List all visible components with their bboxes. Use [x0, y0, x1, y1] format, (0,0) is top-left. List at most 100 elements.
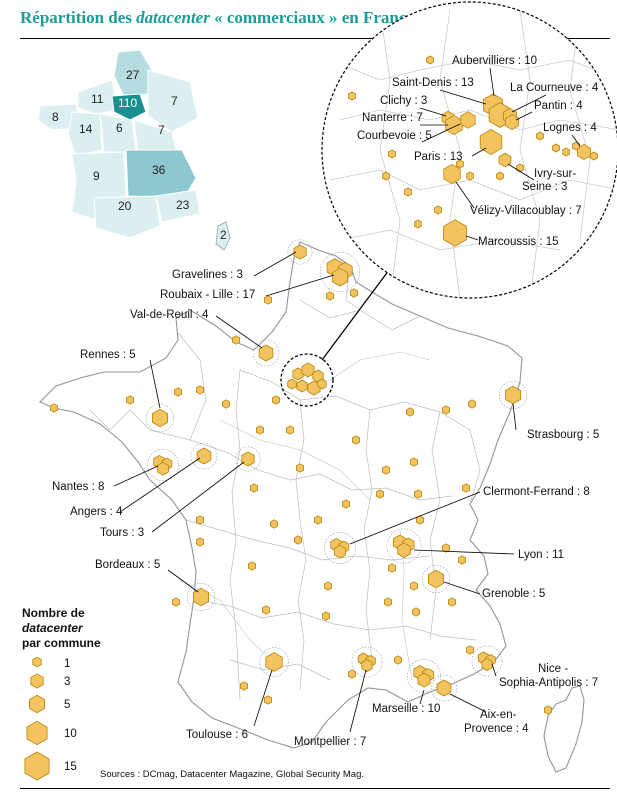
datacenter-marker-small [255, 425, 265, 435]
datacenter-marker-small [171, 597, 181, 607]
mini-label: 14 [79, 122, 93, 136]
france-outline [39, 241, 523, 749]
paris-zoom-marker-small [496, 171, 504, 181]
city-label-tours: Tours : 3 [100, 527, 144, 539]
mini-label: 7 [171, 94, 178, 108]
datacenter-marker [151, 408, 169, 428]
zoom-label-ivry-line2: Seine : 3 [522, 181, 567, 193]
datacenter-marker-small [269, 519, 279, 529]
leader-line [489, 67, 495, 97]
paris-cluster-marker [287, 378, 297, 390]
city-label-nice-line1: Nice - [538, 663, 568, 675]
leader-line [215, 315, 263, 349]
city-label-angers: Angers : 4 [70, 506, 123, 518]
legend-marker [24, 751, 50, 781]
datacenter-marker-small [405, 407, 415, 417]
label-leader-lines [113, 67, 581, 733]
zoom-connector-line [321, 261, 396, 361]
legend-marker [28, 694, 45, 714]
department-borders [89, 265, 481, 701]
mini-region-paca [155, 189, 201, 223]
leader-line [253, 251, 297, 277]
datacenter-marker-small [375, 489, 385, 499]
city-labels: Gravelines : 3 Roubaix - Lille : 17 Val-… [52, 269, 599, 748]
zoom-label-clichy: Clichy : 3 [380, 95, 427, 107]
paris-cluster-marker [301, 362, 315, 378]
datacenter-marker-small [409, 581, 419, 591]
datacenter-marker-small [221, 399, 231, 409]
mini-label: 23 [176, 198, 190, 212]
datacenter-marker-small [313, 515, 323, 525]
paris-zoom-marker-small [434, 205, 442, 215]
leader-line [119, 457, 201, 513]
zoom-label-nanterre: Nanterre : 7 [362, 112, 423, 124]
leader-line [443, 581, 481, 595]
datacenter-marker-small [249, 483, 259, 493]
marker-halo [421, 564, 451, 594]
leader-line [419, 689, 425, 705]
datacenter-marker-small [239, 681, 249, 691]
datacenter-marker-small [467, 399, 477, 409]
datacenter-marker-small [126, 395, 135, 405]
datacenter-marker-small [195, 385, 205, 395]
mini-label: 9 [93, 169, 100, 183]
leader-line [421, 123, 461, 143]
datacenter-marker-small [263, 295, 273, 305]
legend-marker [30, 673, 44, 689]
datacenter-marker-small [413, 489, 423, 499]
city-label-aix-line2: Provence : 4 [464, 723, 529, 735]
city-label-nice-line2: Sophia-Antipolis : 7 [499, 677, 598, 689]
datacenter-marker-small [231, 335, 241, 345]
datacenter-marker-small [381, 465, 391, 475]
paris-zoom-circle [321, 1, 617, 299]
paris-zoom-marker [460, 111, 476, 129]
datacenter-marker-small [457, 555, 467, 565]
marker-halo [351, 646, 383, 678]
mini-map: 27 11 110 7 8 14 6 7 9 36 20 23 2 [37, 49, 231, 251]
legend-title-line2: datacenter [22, 621, 84, 635]
datacenter-marker-small [387, 563, 397, 573]
mini-region-idf [111, 93, 147, 121]
leader-line [265, 274, 335, 297]
legend-label-5: 5 [64, 699, 70, 711]
paris-zoom-marker-small [388, 149, 396, 159]
datacenter-marker [265, 652, 283, 672]
city-label-toulouse: Toulouse : 6 [186, 729, 248, 741]
leader-line [419, 107, 447, 117]
marker-halo [471, 645, 503, 677]
datacenter-marker-small [247, 561, 257, 571]
leader-line [507, 163, 535, 181]
zoom-label-pantin: Pantin : 4 [534, 100, 583, 112]
datacenter-marker-small [383, 597, 393, 607]
city-markers [50, 239, 552, 715]
leader-line [491, 663, 497, 677]
city-label-nantes: Nantes : 8 [52, 481, 104, 493]
datacenter-marker-small [325, 291, 335, 301]
leader-line [512, 403, 517, 431]
legend-label-3: 3 [64, 676, 70, 688]
leader-line [349, 491, 481, 545]
paris-zoom-marker [504, 113, 519, 131]
datacenter-marker-small [441, 543, 451, 553]
mini-region-labels: 27 11 110 7 8 14 6 7 9 36 20 23 2 [52, 68, 227, 242]
paris-zoom-marker-small [552, 143, 560, 153]
datacenter-marker-small [195, 537, 205, 547]
datacenter-marker-small [321, 611, 331, 621]
city-label-grenoble: Grenoble : 5 [482, 588, 545, 600]
datacenter-marker-small [465, 645, 475, 655]
leader-line [151, 461, 245, 533]
legend-label-1: 1 [64, 658, 70, 670]
city-label-bordeaux: Bordeaux : 5 [95, 559, 160, 571]
legend-label-15: 15 [64, 761, 77, 773]
datacenter-marker-small [195, 515, 205, 525]
paris-zoom-marker [498, 152, 512, 168]
datacenter-marker-small [393, 655, 403, 665]
mini-label: 8 [52, 110, 59, 124]
datacenter-marker [258, 344, 274, 362]
datacenter-marker-small [409, 457, 419, 467]
paris-zoom-labels: Aubervilliers : 10 Saint-Denis : 13 La C… [357, 55, 599, 248]
datacenter-marker-small [415, 515, 425, 525]
paris-zoom-marker [443, 163, 461, 185]
marker-halo [259, 647, 289, 677]
